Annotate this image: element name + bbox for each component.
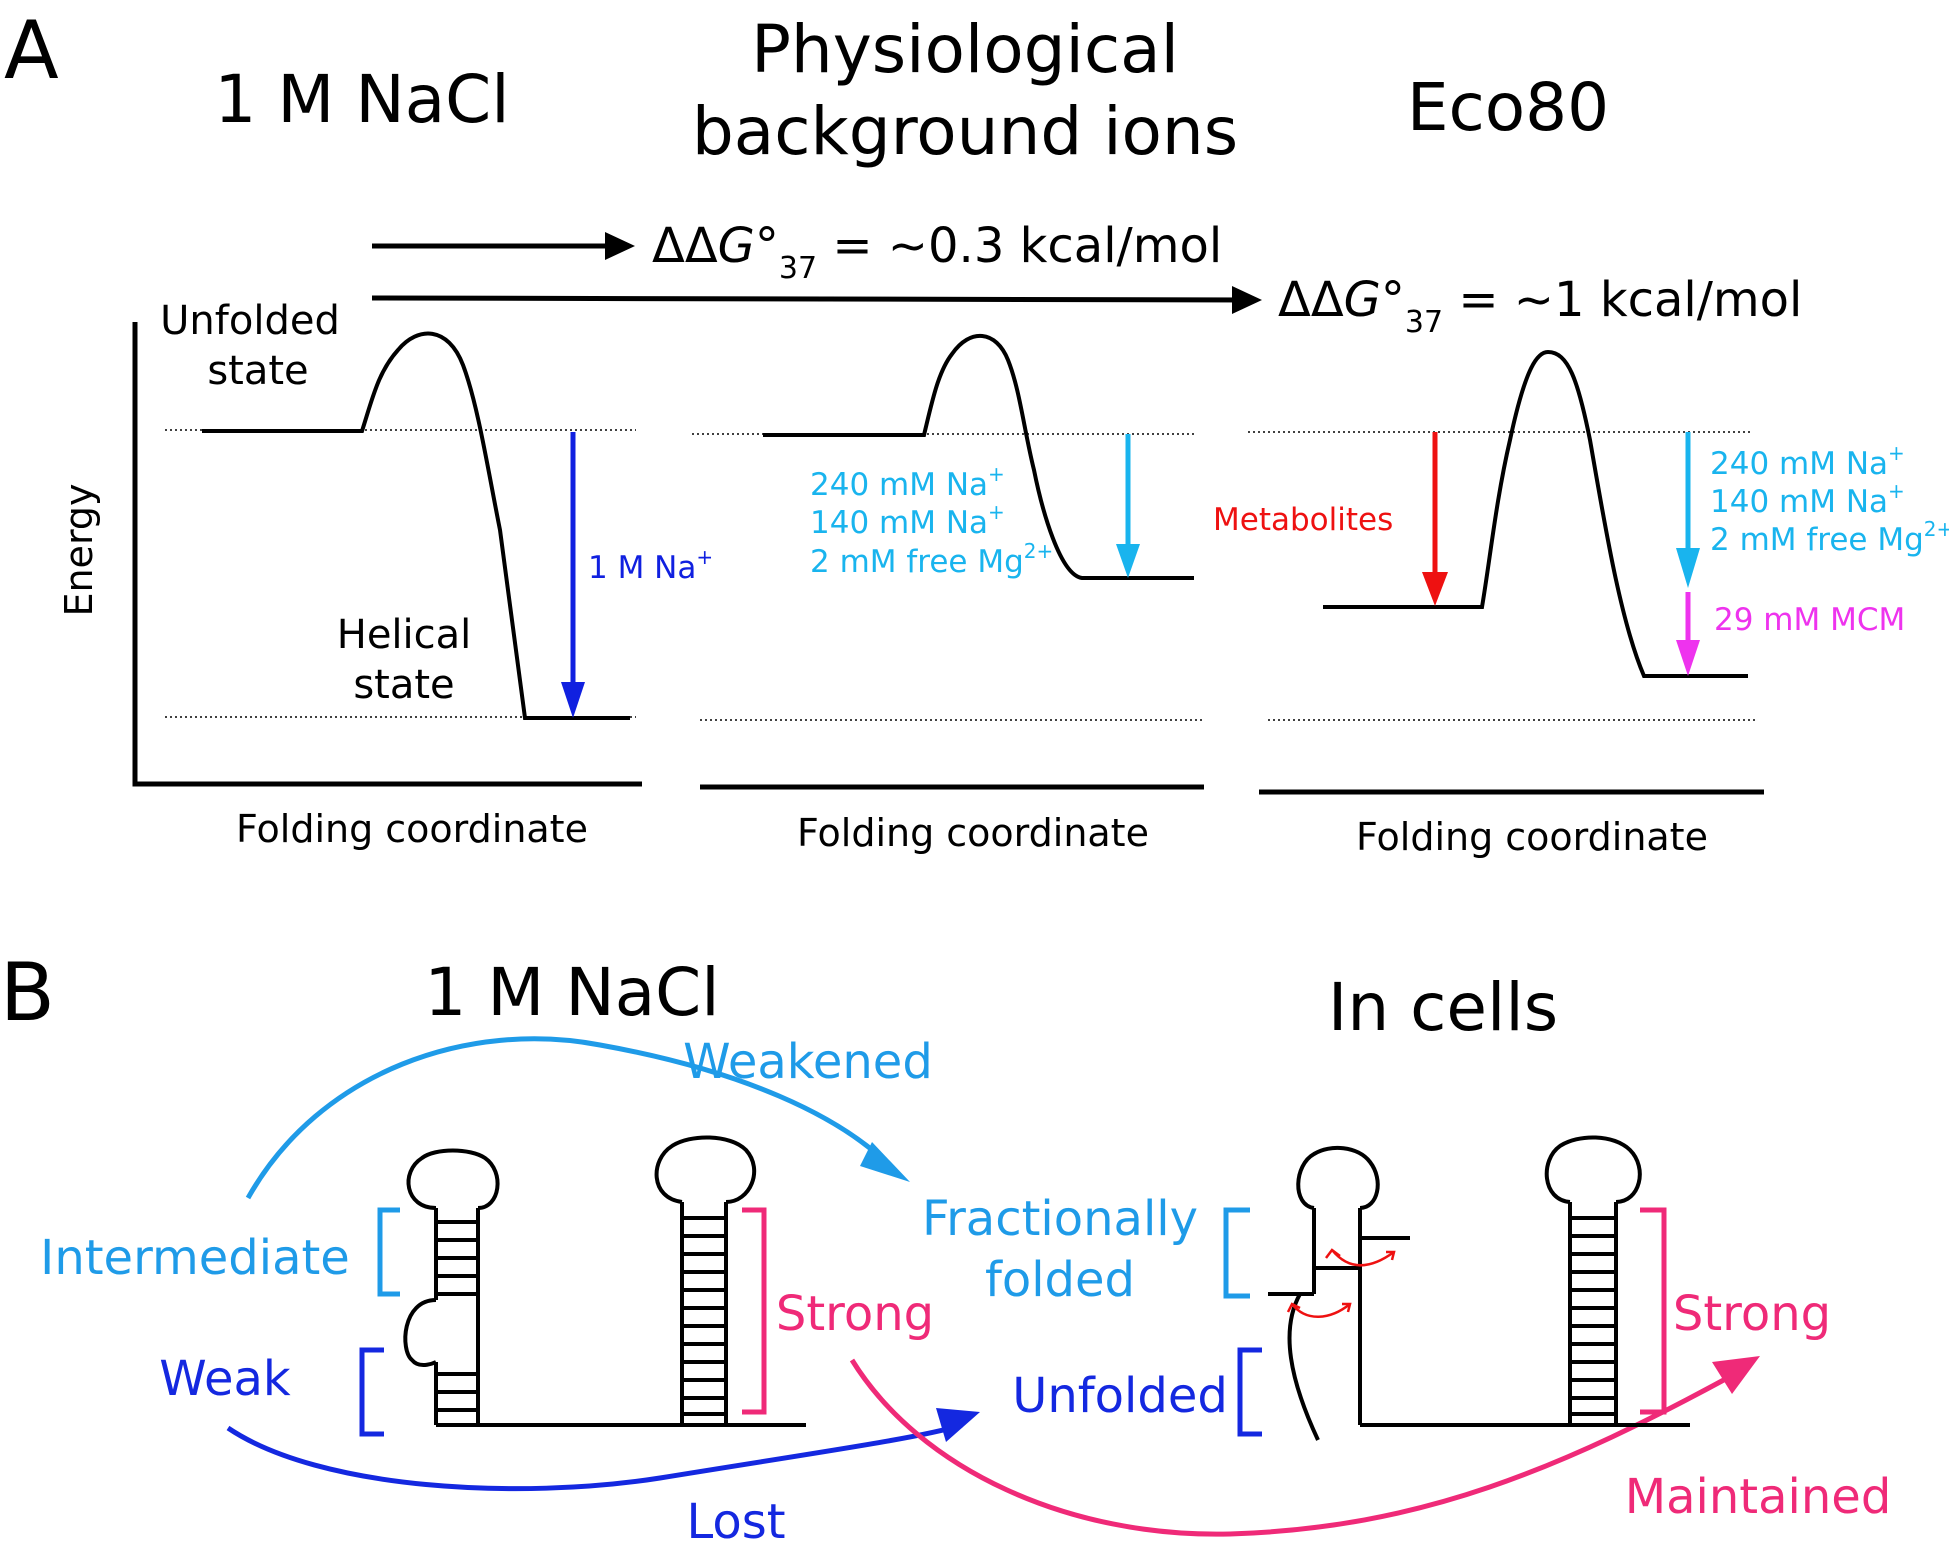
energy-curve-1	[202, 331, 630, 720]
x-axis-label-1: Folding coordinate	[236, 807, 588, 851]
title-eco80: Eco80	[1407, 69, 1609, 146]
x-axis-label-2: Folding coordinate	[797, 811, 1149, 855]
mcm-label: 29 mM MCM	[1714, 602, 1905, 638]
ion-line-3: 2 mM free Mg2+	[810, 539, 1053, 580]
mcm-arrow	[1676, 592, 1700, 676]
hairpin-left-2	[654, 1135, 757, 1425]
weakened-arrow	[245, 1036, 894, 1200]
eco-ion-line-1: 240 mM Na+	[1710, 441, 1905, 482]
metabolites-arrow	[1422, 432, 1448, 606]
metabolites-label: Metabolites	[1213, 502, 1393, 538]
lost-arrow	[226, 1422, 963, 1492]
hairpin-right-1	[1268, 1145, 1690, 1441]
weak-bracket	[359, 1347, 384, 1437]
weak-label: Weak	[159, 1351, 291, 1407]
title-b-left: 1 M NaCl	[424, 954, 719, 1031]
x-axis-label-3: Folding coordinate	[1356, 815, 1708, 859]
ddg-label-2: ΔΔG°37 = ~1 kcal/mol	[1278, 272, 1802, 340]
hairpin-right-2	[1544, 1135, 1642, 1425]
fractionally-bracket	[1223, 1207, 1250, 1299]
fractionally-label: Fractionally	[922, 1191, 1198, 1247]
weakened-arrowhead	[860, 1142, 910, 1182]
physio-ions-labels: 240 mM Na+ 140 mM Na+ 2 mM free Mg2+	[810, 462, 1053, 580]
panel-b-label: B	[0, 946, 55, 1039]
energy-curve-3	[1323, 349, 1748, 678]
ddg-arrow-1	[372, 232, 635, 260]
maintained-label: Maintained	[1625, 1469, 1892, 1525]
helical-state-line2: state	[353, 662, 454, 708]
ddg-arrow-2	[371, 286, 1262, 314]
eco80-ions-labels: 240 mM Na+ 140 mM Na+ 2 mM free Mg2+	[1710, 441, 1949, 558]
ion-line-2: 140 mM Na+	[810, 500, 1005, 541]
lost-arrowhead	[936, 1408, 980, 1442]
intermediate-bracket	[377, 1207, 400, 1297]
strong-bracket-left	[742, 1207, 767, 1415]
axes-1	[132, 322, 642, 787]
maintained-arrow	[849, 1358, 1744, 1537]
eco-ion-line-2: 140 mM Na+	[1710, 479, 1905, 520]
energy-curve-2	[763, 334, 1194, 580]
title-physio-line1: Physiological	[751, 11, 1179, 88]
nacl-arrow	[561, 432, 585, 718]
strong-label-right: Strong	[1673, 1286, 1831, 1342]
fluctuation-arrows	[1286, 1248, 1396, 1318]
physio-ions-arrow	[1116, 434, 1140, 578]
title-nacl: 1 M NaCl	[214, 61, 509, 138]
panel-a-label: A	[4, 4, 59, 97]
lost-label: Lost	[686, 1494, 785, 1550]
title-b-right: In cells	[1328, 969, 1558, 1046]
unfolded-state-line2: state	[207, 348, 308, 394]
strong-bracket-right	[1640, 1207, 1667, 1415]
eco-ion-line-3: 2 mM free Mg2+	[1710, 517, 1949, 558]
title-physio-line2: background ions	[692, 93, 1238, 170]
ion-line-1: 240 mM Na+	[810, 462, 1005, 503]
weakened-label: Weakened	[683, 1034, 933, 1090]
y-axis-label: Energy	[57, 483, 101, 616]
hairpin-left-1	[403, 1148, 806, 1427]
eco80-ions-arrow	[1676, 432, 1700, 588]
helical-state-line1: Helical	[337, 612, 472, 658]
strong-label-left: Strong	[776, 1286, 934, 1342]
intermediate-label: Intermediate	[40, 1230, 350, 1286]
folded-label: folded	[985, 1252, 1135, 1308]
nacl-arrow-label: 1 M Na+	[588, 545, 713, 586]
ddg-label-1: ΔΔG°37 = ~0.3 kcal/mol	[652, 218, 1222, 286]
unfolded-bracket	[1237, 1347, 1262, 1437]
unfolded-label: Unfolded	[1012, 1368, 1228, 1424]
unfolded-state-line1: Unfolded	[160, 298, 340, 344]
maintained-arrowhead	[1712, 1356, 1760, 1394]
